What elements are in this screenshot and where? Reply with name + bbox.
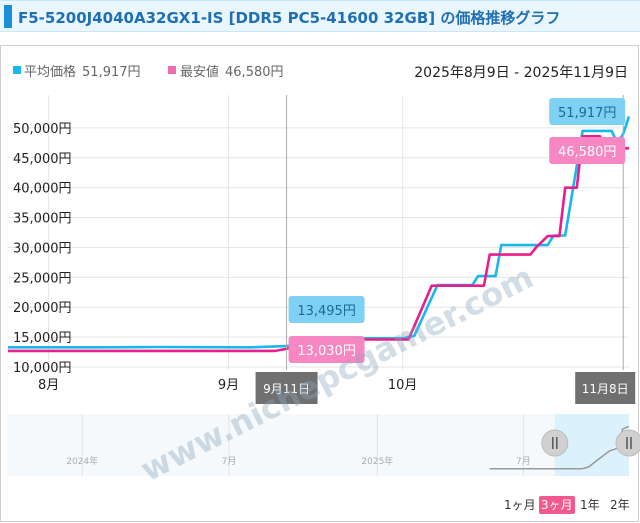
x-crosshair-marker-label: 11月8日: [582, 382, 629, 396]
legend-avg-swatch: [13, 66, 21, 74]
title-accent-bar: [4, 5, 12, 28]
date-range: 2025年8月9日 - 2025年11月9日: [414, 65, 628, 81]
y-tick-label: 50,000円: [13, 122, 72, 137]
tooltip-avg-value: 51,917円: [558, 106, 617, 121]
tooltip-min-box: [288, 336, 365, 363]
legend[interactable]: 平均価格 51,917円 最安値 46,580円: [13, 64, 284, 80]
y-tick-label: 10,000円: [13, 361, 72, 376]
x-crosshair-marker-label: 9月11日: [263, 382, 310, 396]
legend-min-label: 最安値: [180, 64, 219, 80]
y-tick-label: 35,000円: [13, 212, 72, 227]
x-tick-label: 9月: [218, 378, 239, 393]
x-crosshair-marker: [255, 372, 318, 404]
handle-circle: [541, 429, 569, 457]
tooltip-avg-box: [549, 98, 626, 125]
x-tick-label: 8月: [38, 378, 59, 393]
tooltip-annotations: 13,495円 13,030円 9月11日 51,917円 46,580円 11月8日: [255, 95, 636, 404]
y-tick-label: 20,000円: [13, 301, 72, 316]
navigator-label: 7月: [516, 456, 531, 467]
y-axis: 10,000円 15,000円 20,000円 25,000円 30,000円 35,00…: [13, 122, 72, 376]
tooltip-min-value: 13,030円: [297, 344, 356, 359]
navigator-label: 2025年: [361, 455, 393, 467]
y-tick-label: 15,000円: [13, 331, 72, 346]
handle-circle: [615, 429, 640, 457]
range-button-0[interactable]: 1ヶ月: [504, 498, 536, 512]
tooltip-min-value: 46,580円: [558, 145, 617, 160]
legend-min-swatch: [168, 66, 176, 74]
y-tick-label: 25,000円: [13, 271, 72, 286]
navigator-right-handle[interactable]: [615, 429, 640, 457]
x-axis: 8月 9月 10月: [38, 378, 417, 393]
range-button-3[interactable]: 2年: [610, 498, 630, 512]
legend-min-value: 46,580円: [225, 65, 284, 80]
navigator-label: 7月: [222, 456, 237, 467]
series-line-avg: [8, 115, 631, 349]
range-button-2[interactable]: 1年: [580, 498, 600, 512]
tooltip-avg-value: 13,495円: [297, 304, 356, 319]
y-tick-label: 45,000円: [13, 152, 72, 167]
x-tick-label: 10月: [388, 378, 418, 393]
page-title: F5-5200J4040A32GX1-IS [DDR5 PC5-41600 32…: [18, 9, 561, 27]
navigator-left-handle[interactable]: [541, 429, 569, 457]
navigator-handles[interactable]: [541, 429, 640, 457]
y-gridlines: [8, 95, 629, 370]
x-crosshair-marker: [575, 372, 636, 404]
navigator-background: [8, 414, 629, 476]
y-tick-label: 40,000円: [13, 182, 72, 197]
title-bar: F5-5200J4040A32GX1-IS [DDR5 PC5-41600 32…: [0, 0, 640, 32]
tooltip-min-box: [549, 137, 626, 164]
y-tick-label: 30,000円: [13, 241, 72, 256]
range-button-1[interactable]: 3ヶ月: [539, 496, 575, 514]
navigator-labels: 2024年 7月 2025年 7月: [66, 414, 531, 476]
navigator-label: 2024年: [66, 455, 98, 467]
legend-avg-label: 平均価格: [24, 64, 76, 80]
legend-avg-value: 51,917円: [82, 65, 141, 80]
tooltip-avg-box: [288, 296, 365, 323]
